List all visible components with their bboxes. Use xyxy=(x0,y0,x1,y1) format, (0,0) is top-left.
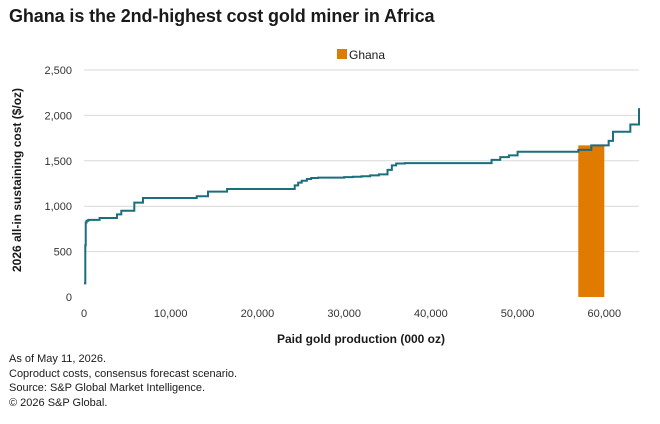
footnote-source: Source: S&P Global Market Intelligence. xyxy=(9,382,206,394)
x-axis-title: Paid gold production (000 oz) xyxy=(277,332,445,346)
y-tick-label: 2,000 xyxy=(44,110,72,122)
chart: 0 500 1,000 1,500 2,000 2,500 0 10,000 20,000 30… xyxy=(10,48,640,346)
x-axis-ticks: 0 10,000 20,000 30,000 40,000 50,000 60,000 xyxy=(81,308,621,320)
legend-label-ghana: Ghana xyxy=(349,48,385,62)
highlight-layer xyxy=(578,145,605,297)
footnote-date: As of May 11, 2026. xyxy=(9,353,107,365)
x-tick-label: 20,000 xyxy=(241,308,275,320)
x-tick-label: 30,000 xyxy=(327,308,361,320)
footnotes: As of May 11, 2026. Coproduct costs, con… xyxy=(9,352,237,410)
chart-title: Ghana is the 2nd-highest cost gold miner… xyxy=(9,6,435,26)
y-tick-label: 1,500 xyxy=(44,156,72,168)
cost-curve-line xyxy=(84,108,640,285)
y-tick-label: 1,000 xyxy=(44,201,72,213)
y-tick-label: 0 xyxy=(66,292,72,304)
legend: Ghana xyxy=(337,48,385,62)
legend-swatch-ghana xyxy=(337,49,347,59)
footnote-copyright: © 2026 S&P Global. xyxy=(9,396,108,409)
x-tick-label: 0 xyxy=(81,308,87,320)
ghana-bar xyxy=(578,145,605,297)
x-tick-label: 10,000 xyxy=(154,308,188,320)
y-axis-title: 2026 all-in sustaining cost ($/oz) xyxy=(10,88,24,272)
y-tick-label: 500 xyxy=(54,247,72,259)
x-tick-label: 60,000 xyxy=(587,308,621,320)
gridlines xyxy=(84,69,639,253)
y-axis-ticks: 0 500 1,000 1,500 2,000 2,500 xyxy=(44,65,72,304)
x-tick-label: 50,000 xyxy=(501,308,535,320)
footnote-methodology: Coproduct costs, consensus forecast scen… xyxy=(9,367,238,380)
x-tick-label: 40,000 xyxy=(414,308,448,320)
line-layer xyxy=(84,108,640,285)
y-tick-label: 2,500 xyxy=(44,65,72,77)
